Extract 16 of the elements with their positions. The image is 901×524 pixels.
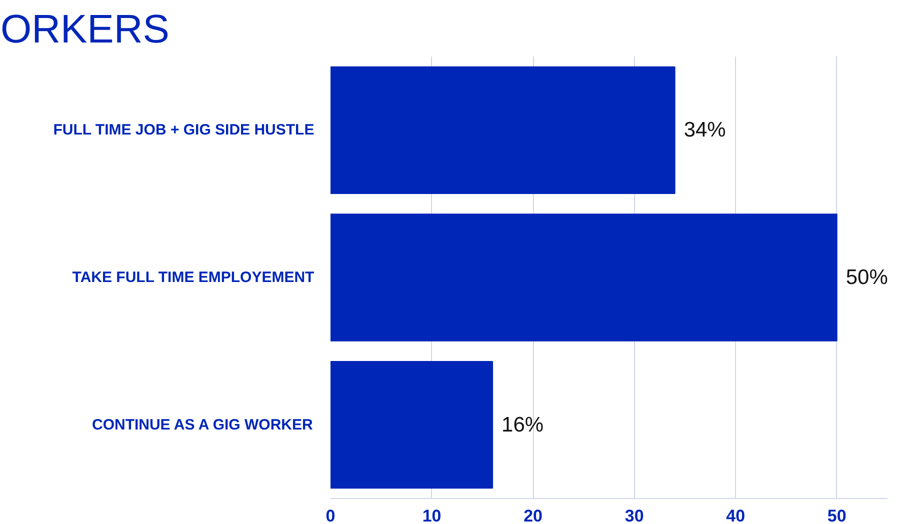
x-tick-label: 20 (524, 506, 543, 524)
data-label: 34% (684, 118, 726, 142)
y-tick-label: FULL TIME JOB + GIG SIDE HUSTLE (53, 122, 314, 139)
bar (330, 66, 676, 194)
y-tick-label: TAKE FULL TIME EMPLOYEMENT (72, 269, 314, 286)
y-tick-label: CONTINUE AS A GIG WORKER (92, 416, 313, 434)
x-tick-label: 10 (422, 506, 442, 524)
bar (330, 214, 838, 342)
x-tick-label: 30 (624, 506, 644, 524)
chart-title: ORKERS (0, 8, 170, 52)
x-tick-label: 40 (726, 506, 746, 524)
x-tick-label: 0 (326, 506, 336, 524)
data-label: 16% (502, 413, 544, 436)
data-label: 50% (846, 266, 888, 289)
x-tick-label: 50 (827, 506, 846, 524)
bar (330, 360, 494, 489)
